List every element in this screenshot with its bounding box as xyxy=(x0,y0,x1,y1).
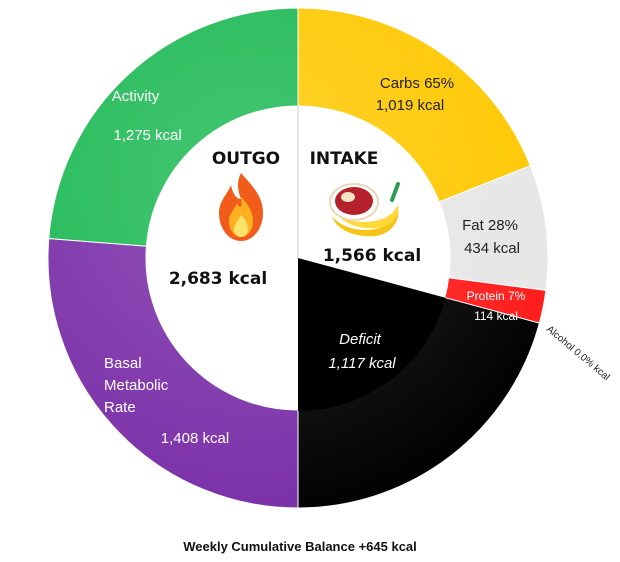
label-deficit-name: Deficit xyxy=(339,331,382,348)
food-icon xyxy=(329,182,400,237)
intake-total: 1,566 kcal xyxy=(323,246,421,266)
label-fat-name: Fat 28% xyxy=(462,217,518,234)
deficit-inner-wedge xyxy=(298,258,446,411)
outgo-heading: OUTGO xyxy=(212,149,280,169)
chart-caption: Weekly Cumulative Balance +645 kcal xyxy=(183,539,417,554)
label-bmr-name-line: Rate xyxy=(104,399,136,416)
label-carbs-name: Carbs 65% xyxy=(380,75,454,92)
intake-heading: INTAKE xyxy=(310,149,379,169)
label-fat-value: 434 kcal xyxy=(464,240,520,257)
fire-icon xyxy=(219,173,263,241)
label-bmr-name-line: Metabolic xyxy=(104,377,169,394)
label-activity-value: 1,275 kcal xyxy=(113,127,181,144)
label-protein-value: 114 kcal xyxy=(474,309,518,323)
outgo-total: 2,683 kcal xyxy=(169,269,267,289)
label-bmr-value: 1,408 kcal xyxy=(161,430,229,447)
label-carbs-value: 1,019 kcal xyxy=(376,97,444,114)
label-activity-name: Activity xyxy=(112,88,160,105)
label-deficit-value: 1,117 kcal xyxy=(328,355,396,372)
label-protein-name: Protein 7% xyxy=(467,289,526,303)
label-alcohol: Alcohol 0.0% kcal xyxy=(544,324,612,383)
label-bmr-name-line: Basal xyxy=(104,355,142,372)
